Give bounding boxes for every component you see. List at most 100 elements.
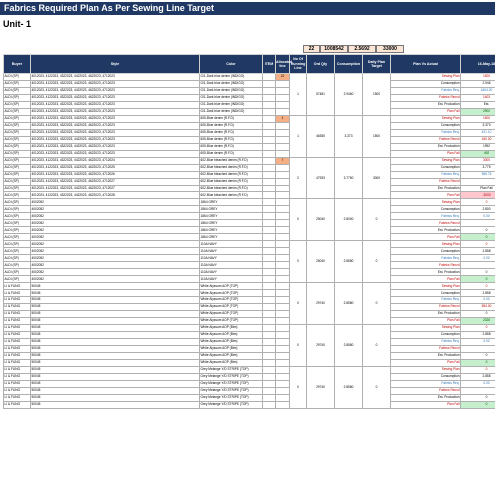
table-row[interactable]: ALDI (SP) 4012023, 4122023, 4322023, 4422… bbox=[3, 114, 495, 158]
table-row[interactable]: ALDI (SP) 4012023, 4122023, 4322023, 4422… bbox=[3, 86, 495, 95]
table-row[interactable]: ALDI (SP) 4012023, 4122023, 4322023, 4422… bbox=[3, 100, 495, 109]
table-row[interactable]: LI & FUNG 50045 White Alyssum AOP (Btm) Con… bbox=[3, 330, 495, 339]
table-row[interactable]: ALDI (SP) 4002052 110A NAVY Plan Fall 0 bbox=[3, 275, 495, 284]
table-row[interactable]: ALDI (SP) 4002052 110A NAVY Consumption 2.85… bbox=[3, 247, 495, 256]
cell-plan-value: 0.00 bbox=[460, 212, 495, 221]
table-row[interactable]: LI & FUNG 50045 White Alyssum AOP (Btm) Fab… bbox=[3, 337, 495, 346]
cell-buyer: ALDI (SP) bbox=[3, 73, 31, 81]
table-row[interactable]: LI & FUNG 50045 Grey Melange Y/D STRIPE (T… bbox=[3, 400, 495, 409]
cell-allocated-line bbox=[275, 191, 290, 200]
table-row[interactable]: LI & FUNG 50045 Grey Melange Y/D STRIPE (T… bbox=[3, 372, 495, 381]
cell-item bbox=[262, 247, 276, 256]
table-row[interactable]: ALDI (SP) 4012023, 4122023, 4322023, 4422… bbox=[3, 79, 495, 88]
cell-allocated-line bbox=[275, 177, 290, 186]
cell-buyer: ALDI (SP) bbox=[3, 226, 31, 235]
table-row[interactable]: ALDI (SP) 4012023, 4122023, 4322023, 4422… bbox=[3, 149, 495, 158]
cell-style: 50045 bbox=[30, 330, 200, 339]
cell-allocated-line: 1 bbox=[275, 114, 290, 123]
table-row[interactable]: LI & FUNG 50045 White Alyssum AOP (Btm) Fab… bbox=[3, 344, 495, 353]
table-row[interactable]: ALDI (SP) 4002052 1864 GREY Plan Fall 0 bbox=[3, 233, 495, 242]
cell-buyer: ALDI (SP) bbox=[3, 184, 31, 193]
cell-color: G/1-Dark blue denim (INDIGO) bbox=[199, 86, 263, 95]
cell-buyer: ALDI (SP) bbox=[3, 128, 31, 137]
cell-item bbox=[262, 86, 276, 95]
cell-allocated-line bbox=[275, 170, 290, 179]
table-row[interactable]: LI & FUNG 50045 White Alyssum AOP (Btm) Pla… bbox=[3, 358, 495, 367]
header-color: Color bbox=[199, 54, 263, 74]
table-row[interactable]: ALDI (SP) 4012023, 4122023, 4322023, 4422… bbox=[3, 73, 495, 116]
table-row[interactable]: ALDI (SP) 4012023, 4122023, 4322023, 4422… bbox=[3, 128, 495, 137]
cell-plan-value: 554.00 bbox=[460, 302, 495, 311]
cell-plan-label: Fabrics Recvd bbox=[390, 344, 461, 353]
cell-ord: 29740 bbox=[306, 282, 335, 325]
cell-running: 0 bbox=[289, 198, 307, 242]
table-row[interactable]: LI & FUNG 50045 Grey Melange Y/D STRIPE (T… bbox=[3, 379, 495, 388]
table-row[interactable]: ALDI (SP) 4002052 110A NAVY Est. Production… bbox=[3, 268, 495, 277]
table-row[interactable]: ALDI (SP) 4002052 1864 GREY Consumption 2.80… bbox=[3, 205, 495, 214]
table-row[interactable]: ALDI (SP) 4012023, 4122023, 4322023, 4422… bbox=[3, 191, 495, 200]
cell-buyer: ALDI (SP) bbox=[3, 93, 31, 102]
cell-plan-value: 421.10 bbox=[460, 128, 495, 137]
cell-plan-label: Sewing Plan bbox=[390, 240, 461, 249]
table-row[interactable]: ALDI (SP) 4012023, 4122023, 4322023, 4422… bbox=[3, 121, 495, 130]
cell-color: Grey Melange Y/D STRIPE (TOP) bbox=[199, 400, 263, 409]
table-row[interactable]: ALDI (SP) 4012023, 4122023, 4322023, 4422… bbox=[3, 170, 495, 179]
table-row[interactable]: ALDI (SP) 4002052 110A NAVY Fabrics Req. 0.0… bbox=[3, 254, 495, 263]
table-row[interactable]: ALDI (SP) 4012023, 4122023, 4322023, 4422… bbox=[3, 156, 495, 200]
cell-plan-value: 1500 bbox=[460, 73, 495, 81]
table-row[interactable]: LI & FUNG 50045 White Alyssum AOP (TOP) Pla… bbox=[3, 316, 495, 325]
table-row[interactable]: LI & FUNG 50045 White Alyssum AOP (TOP) 0 29… bbox=[3, 282, 495, 325]
cell-daily: 3000 bbox=[362, 156, 391, 200]
cell-item bbox=[262, 233, 276, 242]
table-row[interactable]: ALDI (SP) 4002052 110A NAVY Fabrics Recvd bbox=[3, 261, 495, 270]
cell-plan-label: Sewing Plan bbox=[390, 282, 461, 291]
table-row[interactable]: ALDI (SP) 4002052 1864 GREY Fabrics Recvd bbox=[3, 219, 495, 228]
table-row[interactable]: ALDI (SP) 4002052 1864 GREY Est. Production… bbox=[3, 226, 495, 235]
cell-item bbox=[262, 177, 276, 186]
table-row[interactable]: LI & FUNG 50045 Grey Melange Y/D STRIPE (T… bbox=[3, 386, 495, 395]
table-row[interactable]: ALDI (SP) 4012023, 4122023, 4322023, 4422… bbox=[3, 177, 495, 186]
cell-buyer: LI & FUNG bbox=[3, 289, 31, 297]
cell-buyer: ALDI (SP) bbox=[3, 198, 31, 207]
cell-item bbox=[262, 351, 276, 360]
table-row[interactable]: ALDI (SP) 4012023, 4122023, 4322023, 4422… bbox=[3, 142, 495, 151]
table-row[interactable]: LI & FUNG 50045 White Alyssum AOP (TOP) Est… bbox=[3, 309, 495, 318]
table-row[interactable]: ALDI (SP) 4012023, 4122023, 4322023, 4422… bbox=[3, 93, 495, 102]
table-row[interactable]: ALDI (SP) 4012023, 4122023, 4322023, 4422… bbox=[3, 163, 495, 172]
cell-plan-label: Plan Fall bbox=[390, 275, 461, 284]
cell-item bbox=[262, 128, 276, 137]
table-row[interactable]: ALDI (SP) 4002052 110A NAVY 0 25040 2.8580 0 Se… bbox=[3, 240, 495, 284]
cell-ord: 57481 bbox=[306, 73, 335, 116]
cell-plan-label: Consumption bbox=[390, 247, 461, 256]
table-row[interactable]: ALDI (SP) 4012023, 4122023, 4322023, 4422… bbox=[3, 107, 495, 116]
table-row[interactable]: LI & FUNG 50045 Grey Melange Y/D STRIPE (T… bbox=[3, 365, 495, 409]
cell-item bbox=[262, 296, 276, 304]
cell-color: White Alyssum AOP (TOP) bbox=[199, 289, 263, 297]
cell-buyer: LI & FUNG bbox=[3, 296, 31, 304]
table-row[interactable]: LI & FUNG 50045 White Alyssum AOP (TOP) Fab… bbox=[3, 302, 495, 311]
table-row[interactable]: ALDI (SP) 4012023, 4122023, 4322023, 4422… bbox=[3, 184, 495, 193]
table-row[interactable]: LI & FUNG 50045 Grey Melange Y/D STRIPE (T… bbox=[3, 393, 495, 402]
table-row[interactable]: LI & FUNG 50045 White Alyssum AOP (Btm) Est… bbox=[3, 351, 495, 360]
cell-item bbox=[262, 156, 276, 165]
table-row[interactable]: ALDI (SP) 4002052 1864 GREY 0 25040 2.8000 0 Se… bbox=[3, 198, 495, 242]
table-row[interactable]: ALDI (SP) 4012023, 4122023, 4322023, 4422… bbox=[3, 135, 495, 144]
cell-daily: 0 bbox=[362, 365, 391, 409]
cell-color: 1864 GREY bbox=[199, 233, 263, 242]
table-row[interactable]: ALDI (SP) 4002052 1864 GREY Fabrics Req. 0.0… bbox=[3, 212, 495, 221]
cell-running: 0 bbox=[289, 240, 307, 284]
cell-buyer: ALDI (SP) bbox=[3, 114, 31, 123]
cell-color: White Alyssum AOP (Btm) bbox=[199, 351, 263, 360]
table-row[interactable]: LI & FUNG 50045 White Alyssum AOP (TOP) Con… bbox=[3, 289, 495, 297]
cell-allocated-line bbox=[275, 351, 290, 360]
cell-allocated-line bbox=[275, 372, 290, 381]
cell-item bbox=[262, 219, 276, 228]
table-row[interactable]: LI & FUNG 50045 White Alyssum AOP (Btm) 0 29… bbox=[3, 323, 495, 367]
cell-cons: 2.8000 bbox=[334, 198, 363, 242]
cell-buyer: ALDI (SP) bbox=[3, 275, 31, 284]
table-row[interactable]: LI & FUNG 50045 White Alyssum AOP (TOP) Fab… bbox=[3, 296, 495, 304]
cell-buyer: ALDI (SP) bbox=[3, 191, 31, 200]
cell-buyer: LI & FUNG bbox=[3, 351, 31, 360]
cell-allocated-line bbox=[275, 379, 290, 388]
cell-running: 0 bbox=[289, 282, 307, 325]
